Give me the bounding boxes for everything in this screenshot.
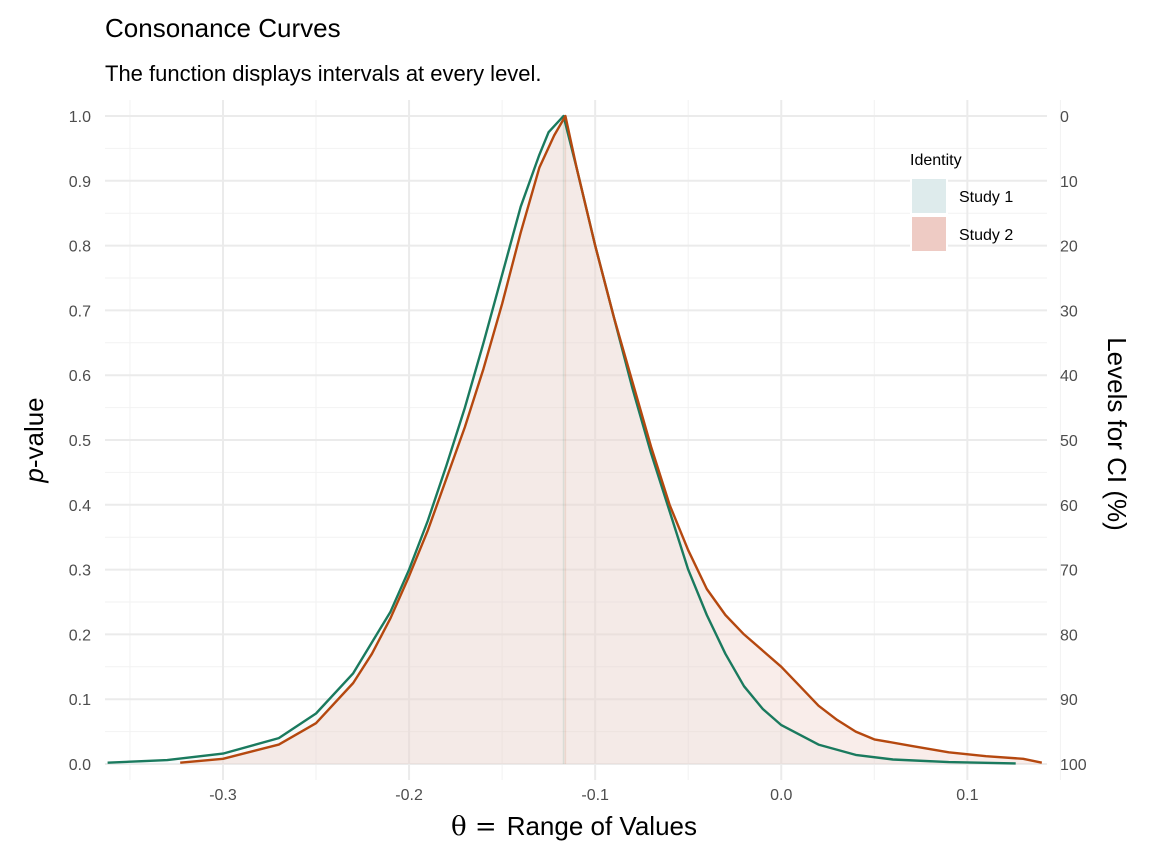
legend-title: Identity — [910, 152, 962, 169]
secondary-y-tick-label: 50 — [1060, 433, 1078, 450]
y-tick-label: 0.3 — [69, 563, 91, 580]
y-tick-label: 0.7 — [69, 303, 91, 320]
series-area-2 — [180, 116, 1042, 764]
legend-swatch-2 — [912, 217, 946, 251]
x-tick-label: 0.0 — [770, 787, 792, 804]
x-axis-title-text: Range of Values — [507, 811, 697, 841]
secondary-y-tick-label: 80 — [1060, 627, 1078, 644]
chart-title: Consonance Curves — [105, 13, 341, 43]
secondary-y-tick-label: 40 — [1060, 368, 1078, 385]
minor-gridlines — [105, 100, 1061, 780]
y-tick-label: 0.5 — [69, 433, 91, 450]
y-tick-label: 0.6 — [69, 368, 91, 385]
secondary-y-tick-label: 0 — [1060, 109, 1069, 126]
secondary-y-tick-label: 70 — [1060, 563, 1078, 580]
x-axis-title-symbol: θ = — [451, 812, 497, 842]
secondary-y-tick-label: 30 — [1060, 303, 1078, 320]
secondary-y-tick-label: 60 — [1060, 498, 1078, 515]
chart-subtitle: The function displays intervals at every… — [105, 61, 542, 86]
y-axis-ticks: 0.0 0.1 0.2 0.3 0.4 0.5 0.6 0.7 0.8 0.9 1.0 — [69, 109, 91, 774]
series-area-1 — [107, 116, 1016, 764]
y-tick-label: 0.1 — [69, 692, 91, 709]
y-tick-label: 0.0 — [69, 757, 91, 774]
legend: Identity Study 1 Study 2 — [910, 152, 1013, 253]
x-tick-label: 0.1 — [956, 787, 978, 804]
secondary-y-tick-label: 10 — [1060, 174, 1078, 191]
y-axis-title-text: -value — [19, 397, 49, 468]
x-tick-label: -0.3 — [209, 787, 237, 804]
y-tick-label: 0.2 — [69, 627, 91, 644]
x-tick-label: -0.1 — [581, 787, 609, 804]
secondary-y-tick-label: 20 — [1060, 239, 1078, 256]
y-axis-title-italic: p — [19, 468, 49, 483]
legend-entries: Study 1 Study 2 — [910, 177, 1013, 253]
x-axis-ticks: -0.3 -0.2 -0.1 0.0 0.1 — [209, 787, 978, 804]
y-tick-label: 0.4 — [69, 498, 91, 515]
y-tick-label: 0.8 — [69, 239, 91, 256]
series-line-2 — [180, 114, 1043, 764]
secondary-y-axis-title: Levels for CI (%) — [1102, 337, 1132, 531]
legend-label-2: Study 2 — [959, 227, 1013, 244]
legend-swatch-1 — [912, 179, 946, 213]
x-tick-label: -0.2 — [395, 787, 423, 804]
y-tick-label: 0.9 — [69, 174, 91, 191]
x-axis-title: θ = Range of Values — [451, 811, 697, 842]
secondary-y-tick-label: 100 — [1060, 757, 1087, 774]
y-tick-label: 1.0 — [69, 109, 91, 126]
series-layer — [107, 114, 1043, 765]
secondary-y-tick-label: 90 — [1060, 692, 1078, 709]
y-axis-title: p-value — [19, 397, 49, 483]
legend-label-1: Study 1 — [959, 189, 1013, 206]
